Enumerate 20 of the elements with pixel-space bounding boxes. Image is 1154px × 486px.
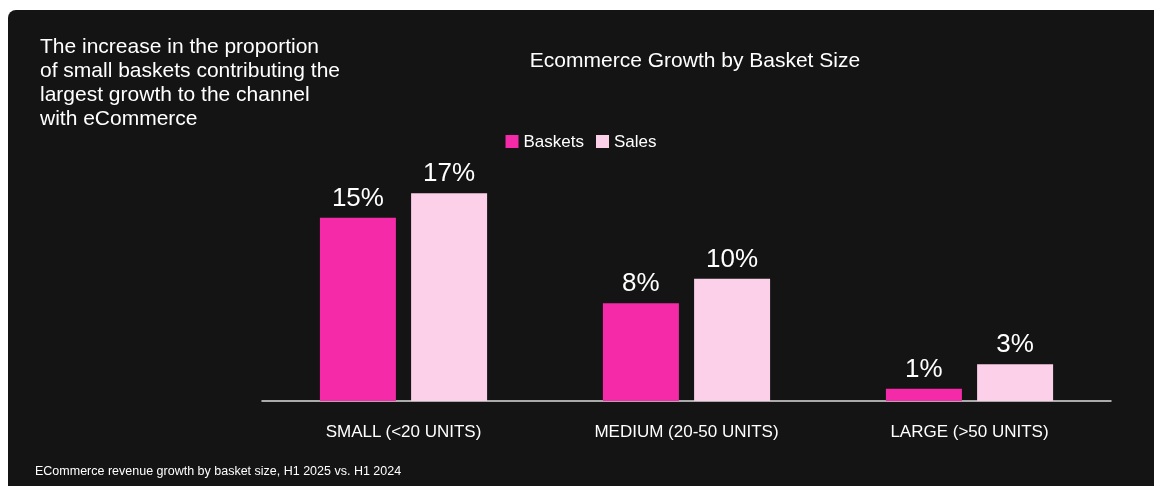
data-label: 8% bbox=[622, 267, 660, 298]
legend-label: Sales bbox=[613, 132, 657, 151]
x-tick-label: MEDIUM (20-50 UNITS) bbox=[594, 422, 779, 441]
text: The increase in the proportion of small baskets contributing the largest growth to the channel with eCommerce bbox=[40, 34, 340, 130]
x-tick-label: LARGE (>50 UNITS) bbox=[890, 422, 1049, 441]
bar bbox=[319, 217, 396, 401]
data-label: 15% bbox=[331, 181, 384, 212]
bar bbox=[694, 278, 771, 401]
chart-title: Ecommerce Growth by Basket Size bbox=[529, 48, 861, 71]
x-tick-label: SMALL (<20 UNITS) bbox=[325, 422, 482, 441]
bar bbox=[411, 193, 488, 401]
data-label: 17% bbox=[423, 157, 476, 188]
text: ECommerce revenue growth by basket size, H1 2025 vs. H1 2024 bbox=[35, 464, 402, 478]
data-label: 1% bbox=[905, 352, 943, 383]
bar bbox=[977, 364, 1054, 401]
data-label: 10% bbox=[706, 242, 759, 273]
bar bbox=[602, 303, 679, 401]
data-label: 3% bbox=[996, 328, 1034, 359]
legend-label: Baskets bbox=[523, 132, 584, 151]
bar bbox=[885, 388, 962, 401]
